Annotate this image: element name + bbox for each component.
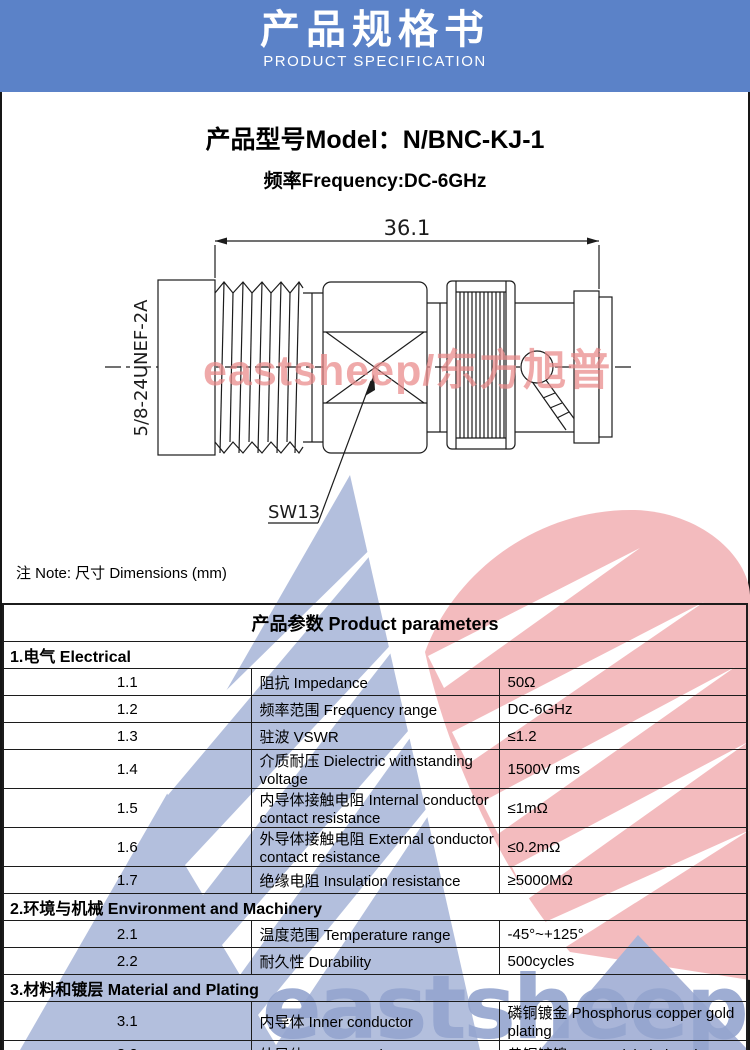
- param-no: 3.2: [2, 1040, 252, 1050]
- model-title: 产品型号Model：N/BNC-KJ-1: [205, 126, 545, 154]
- param-no: 1.7: [2, 866, 252, 894]
- frequency-title: 频率Frequency:DC-6GHz: [263, 171, 487, 192]
- dimension-note: 注 Note: 尺寸 Dimensions (mm): [16, 565, 227, 582]
- param-name: 阻抗 Impedance: [250, 668, 500, 696]
- table-row: 1.2 频率范围 Frequency range DC-6GHz: [2, 695, 748, 723]
- param-name: 外导体 Outer conductor: [250, 1040, 500, 1050]
- dimension-label: 36.1: [384, 218, 431, 240]
- param-name: 内导体接触电阻 Internal conductor contact resis…: [250, 788, 500, 828]
- param-name: 介质耐压 Dielectric withstanding voltage: [250, 749, 500, 789]
- thread-spec-label: 5/8-24UNEF-2A: [131, 299, 152, 437]
- drawing-watermark-text: eastsheep/东方旭普: [203, 347, 612, 395]
- param-no: 1.3: [2, 722, 252, 750]
- table-row: 1.6 外导体接触电阻 External conductor contact r…: [2, 827, 748, 867]
- param-name: 驻波 VSWR: [250, 722, 500, 750]
- param-value: 磷铜镀金 Phosphorus copper gold plating: [498, 1001, 748, 1041]
- table-row: 1.1 阻抗 Impedance 50Ω: [2, 668, 748, 696]
- param-value: 50Ω: [498, 668, 748, 696]
- table-row: 1.4 介质耐压 Dielectric withstanding voltage…: [2, 749, 748, 789]
- section-header: 2.环境与机械 Environment and Machinery: [2, 893, 748, 921]
- param-name: 温度范围 Temperature range: [250, 920, 500, 948]
- technical-drawing: 36.1: [105, 218, 635, 524]
- param-no: 2.1: [2, 920, 252, 948]
- table-row: 2.1 温度范围 Temperature range -45°~+125°: [2, 920, 748, 948]
- param-value: ≤1mΩ: [498, 788, 748, 828]
- section-label: 2.环境与机械 Environment and Machinery: [2, 893, 748, 921]
- section-header: 1.电气 Electrical: [2, 641, 748, 669]
- table-row: 1.3 驻波 VSWR ≤1.2: [2, 722, 748, 750]
- param-value: ≤0.2mΩ: [498, 827, 748, 867]
- section-header: 3.材料和镀层 Material and Plating: [2, 974, 748, 1002]
- param-value: ≥5000MΩ: [498, 866, 748, 894]
- param-name: 内导体 Inner conductor: [250, 1001, 500, 1041]
- param-no: 3.1: [2, 1001, 252, 1041]
- table-title-row: 产品参数 Product parameters: [2, 603, 748, 642]
- param-name: 耐久性 Durability: [250, 947, 500, 975]
- table-title: 产品参数 Product parameters: [2, 603, 748, 642]
- param-value: ≤1.2: [498, 722, 748, 750]
- param-value: 1500V rms: [498, 749, 748, 789]
- table-row: 3.1 内导体 Inner conductor 磷铜镀金 Phosphorus …: [2, 1001, 748, 1041]
- param-name: 外导体接触电阻 External conductor contact resis…: [250, 827, 500, 867]
- product-parameters-table: 产品参数 Product parameters 1.电气 Electrical …: [2, 603, 748, 1050]
- page-subtitle: PRODUCT SPECIFICATION: [263, 53, 487, 70]
- param-no: 1.1: [2, 668, 252, 696]
- param-no: 1.4: [2, 749, 252, 789]
- param-no: 2.2: [2, 947, 252, 975]
- table-row: 2.2 耐久性 Durability 500cycles: [2, 947, 748, 975]
- page-border: [0, 92, 750, 1050]
- param-value: 黄铜镀镍 Brass nickel plated: [498, 1040, 748, 1050]
- section-label: 3.材料和镀层 Material and Plating: [2, 974, 748, 1002]
- param-no: 1.2: [2, 695, 252, 723]
- param-value: -45°~+125°: [498, 920, 748, 948]
- table-row: 3.2 外导体 Outer conductor 黄铜镀镍 Brass nicke…: [2, 1040, 748, 1050]
- bayonet-pin: [520, 350, 554, 384]
- param-value: DC-6GHz: [498, 695, 748, 723]
- param-name: 频率范围 Frequency range: [250, 695, 500, 723]
- param-value: 500cycles: [498, 947, 748, 975]
- param-no: 1.5: [2, 788, 252, 828]
- table-row: 1.5 内导体接触电阻 Internal conductor contact r…: [2, 788, 748, 828]
- section-label: 1.电气 Electrical: [2, 641, 748, 669]
- wrench-size-label: SW13: [268, 502, 320, 523]
- table-row: 1.7 绝缘电阻 Insulation resistance ≥5000MΩ: [2, 866, 748, 894]
- param-name: 绝缘电阻 Insulation resistance: [250, 866, 500, 894]
- banner: 产品规格书 PRODUCT SPECIFICATION: [0, 0, 750, 92]
- page-title: 产品规格书: [260, 8, 490, 52]
- param-no: 1.6: [2, 827, 252, 867]
